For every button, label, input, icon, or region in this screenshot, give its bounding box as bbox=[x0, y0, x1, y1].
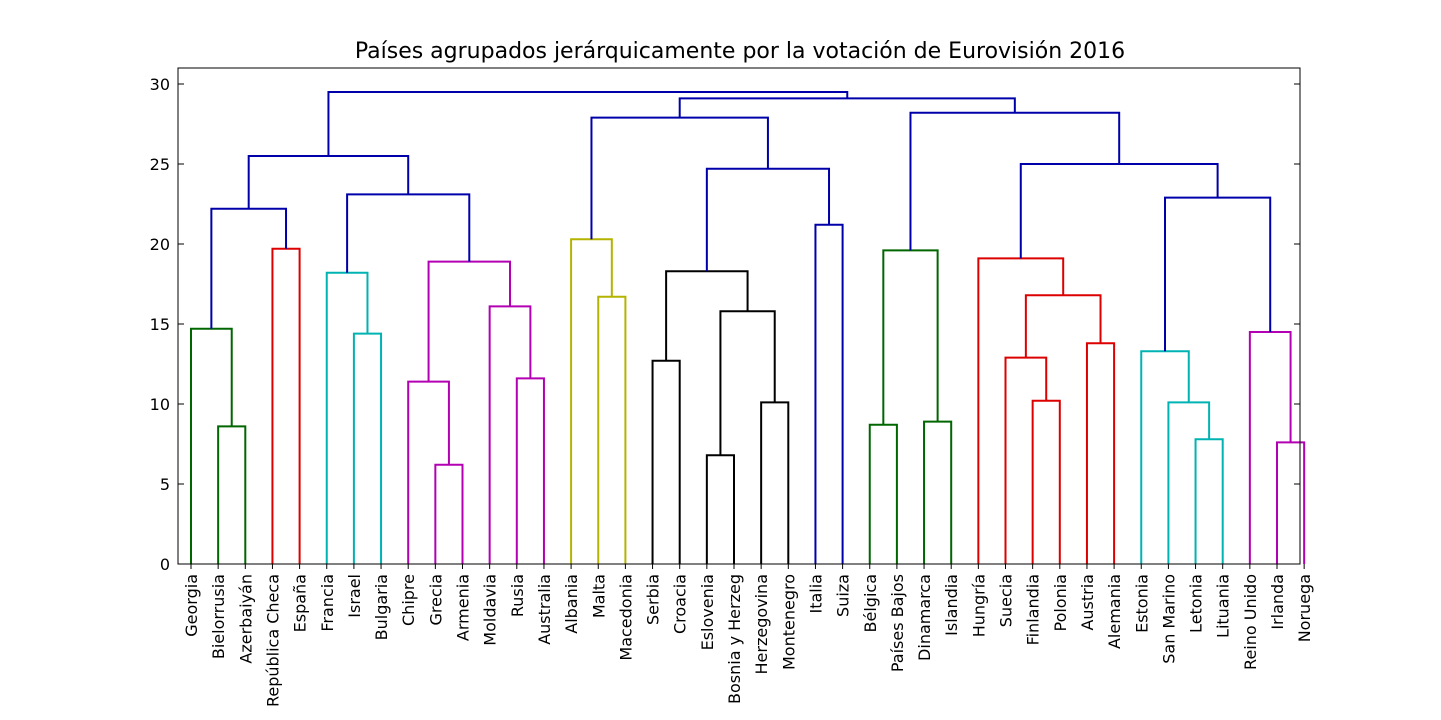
y-tick-label: 20 bbox=[150, 235, 170, 254]
dendrogram-link-22 bbox=[590, 116, 769, 240]
dendrogram-link-5 bbox=[325, 271, 369, 564]
leaf-label: Hungría bbox=[969, 574, 988, 637]
leaf-label: Italia bbox=[806, 574, 825, 614]
dendrogram-link-32 bbox=[1167, 401, 1211, 564]
leaf-label: Alemania bbox=[1105, 574, 1124, 649]
leaf-label: Georgia bbox=[182, 574, 201, 637]
dendrogram-link-30 bbox=[977, 257, 1065, 564]
leaf-label: Armenia bbox=[454, 574, 473, 641]
leaf-label: Albania bbox=[562, 574, 581, 634]
leaf-label: Islandia bbox=[942, 574, 961, 636]
dendrogram-link-3 bbox=[210, 207, 288, 329]
leaf-label: Francia bbox=[318, 574, 337, 632]
y-tick-label: 15 bbox=[150, 315, 170, 334]
dendrogram-link-35 bbox=[1248, 331, 1292, 564]
leaf-label: Grecia bbox=[426, 574, 445, 626]
dendrogram-link-6 bbox=[434, 463, 464, 564]
dendrogram-link-18 bbox=[719, 310, 776, 456]
y-axis: 0 5 10 15 20 25 30 bbox=[150, 75, 1300, 574]
dendrogram-link-19 bbox=[665, 270, 749, 361]
leaf-label: Finlandia bbox=[1024, 574, 1043, 645]
leaf-label: España bbox=[291, 574, 310, 632]
dendrogram-link-2 bbox=[271, 247, 301, 564]
leaf-label: Dinamarca bbox=[915, 574, 934, 661]
dendrogram-links bbox=[190, 91, 1306, 564]
leaf-label: Chipre bbox=[399, 574, 418, 626]
leaf-label: Austria bbox=[1078, 574, 1097, 631]
leaf-label: San Marino bbox=[1159, 574, 1178, 664]
dendrogram-link-20 bbox=[814, 223, 844, 564]
leaf-label: Reino Unido bbox=[1241, 574, 1260, 670]
leaf-label: Israel bbox=[345, 574, 364, 618]
leaf-label: Croacia bbox=[671, 574, 690, 634]
leaf-label: Malta bbox=[589, 574, 608, 618]
dendrogram-link-10 bbox=[427, 260, 512, 382]
dendrogram-link-4 bbox=[352, 332, 383, 564]
leaf-label: Países Bajos bbox=[888, 574, 907, 672]
leaf-label: República Checa bbox=[263, 574, 282, 707]
leaf-label: Irlanda bbox=[1268, 574, 1287, 630]
dendrogram-link-38 bbox=[909, 111, 1121, 251]
dendrogram-link-40 bbox=[327, 91, 849, 156]
leaf-label: Bosnia y Herzeg bbox=[725, 574, 744, 704]
dendrogram-link-36 bbox=[1164, 196, 1272, 352]
leaf-label: Noruega bbox=[1295, 574, 1314, 642]
leaf-label: Azerbaiyán bbox=[236, 574, 255, 664]
leaf-label: Serbia bbox=[644, 574, 663, 625]
dendrogram-link-28 bbox=[1085, 342, 1116, 564]
leaf-label: Polonia bbox=[1051, 574, 1070, 632]
y-tick-label: 0 bbox=[160, 555, 170, 574]
dendrogram-link-13 bbox=[597, 295, 627, 564]
dendrogram-link-21 bbox=[705, 167, 831, 272]
dendrogram-link-37 bbox=[1019, 163, 1219, 259]
y-tick-label: 5 bbox=[160, 475, 170, 494]
dendrogram-link-24 bbox=[923, 420, 953, 564]
leaf-label: Estonia bbox=[1132, 574, 1151, 633]
leaf-label: Australia bbox=[535, 574, 554, 645]
dendrogram-link-0 bbox=[217, 425, 247, 564]
leaf-label: Eslovenia bbox=[698, 574, 717, 650]
dendrogram-link-1 bbox=[190, 327, 233, 564]
leaf-labels: Georgia Bielorrusia Azerbaiyán República Ch… bbox=[182, 564, 1314, 707]
dendrogram-link-14 bbox=[570, 238, 613, 564]
dendrogram-link-9 bbox=[488, 305, 532, 564]
dendrogram-link-16 bbox=[705, 454, 735, 564]
dendrogram-link-12 bbox=[247, 155, 410, 209]
leaf-label: Letonia bbox=[1187, 574, 1206, 633]
dendrogram-link-7 bbox=[407, 380, 450, 564]
dendrogram-link-27 bbox=[1004, 356, 1048, 564]
y-tick-label: 30 bbox=[150, 75, 170, 94]
leaf-label: Moldavia bbox=[481, 574, 500, 646]
leaf-label: Bulgaria bbox=[372, 574, 391, 640]
chart-title: Países agrupados jerárquicamente por la … bbox=[355, 39, 1125, 64]
leaf-label: Bielorrusia bbox=[209, 574, 228, 659]
leaf-label: Suecia bbox=[997, 574, 1016, 627]
leaf-label: Macedonia bbox=[616, 574, 635, 661]
dendrogram-link-17 bbox=[760, 401, 790, 564]
dendrogram-link-15 bbox=[651, 359, 681, 564]
dendrogram-link-23 bbox=[868, 423, 898, 564]
dendrogram-link-25 bbox=[882, 249, 939, 425]
leaf-label: Suiza bbox=[834, 574, 853, 617]
leaf-label: Lituania bbox=[1214, 574, 1233, 638]
y-tick-label: 25 bbox=[150, 155, 170, 174]
dendrogram-link-8 bbox=[515, 377, 545, 564]
dendrogram-link-33 bbox=[1140, 350, 1190, 564]
leaf-label: Bélgica bbox=[861, 574, 880, 632]
dendrogram-link-31 bbox=[1194, 438, 1224, 564]
leaf-label: Montenegro bbox=[779, 574, 798, 670]
leaf-label: Rusia bbox=[508, 574, 527, 617]
y-tick-label: 10 bbox=[150, 395, 170, 414]
dendrogram-link-39 bbox=[678, 97, 1016, 118]
leaf-label: Herzegovina bbox=[752, 574, 771, 675]
dendrogram-link-26 bbox=[1031, 399, 1061, 564]
dendrogram-link-29 bbox=[1024, 294, 1102, 358]
plot-frame bbox=[177, 67, 1301, 565]
